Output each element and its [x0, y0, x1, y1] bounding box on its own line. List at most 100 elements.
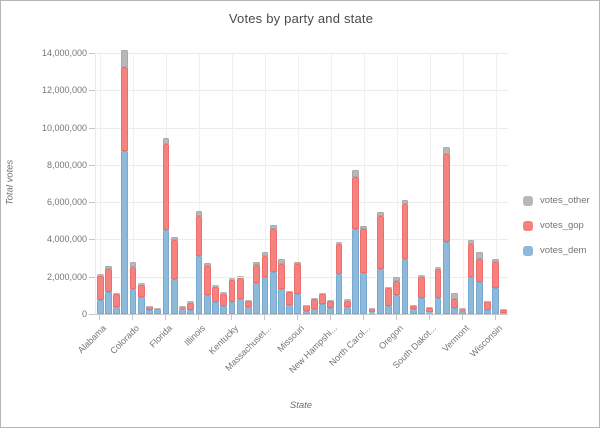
bar-segment-votes_other[interactable]: [104, 266, 112, 270]
bar-segment-votes_gop[interactable]: [434, 269, 442, 298]
bar-segment-votes_gop[interactable]: [352, 176, 359, 230]
bar-new-jersey[interactable]: [335, 241, 343, 314]
bar-segment-votes_dem[interactable]: [278, 288, 285, 314]
bar-illinois[interactable]: [195, 210, 203, 314]
bar-north-dakota[interactable]: [368, 307, 376, 314]
bar-wyoming[interactable]: [500, 309, 508, 314]
bar-segment-votes_dem[interactable]: [492, 288, 500, 314]
bar-segment-votes_dem[interactable]: [451, 308, 458, 314]
bar-segment-votes_gop[interactable]: [129, 266, 137, 290]
bar-segment-votes_dem[interactable]: [352, 229, 359, 314]
bar-nebraska[interactable]: [310, 298, 318, 314]
bar-alabama[interactable]: [96, 274, 104, 314]
bar-segment-votes_other[interactable]: [170, 237, 178, 241]
bar-segment-votes_dem[interactable]: [129, 289, 137, 314]
bar-mississippi[interactable]: [286, 291, 294, 314]
bar-segment-votes_gop[interactable]: [187, 302, 195, 311]
bar-tennessee[interactable]: [434, 267, 442, 314]
bar-washington[interactable]: [475, 252, 483, 314]
bar-segment-votes_other[interactable]: [434, 267, 442, 270]
bar-delaware[interactable]: [146, 305, 153, 314]
bar-segment-votes_gop[interactable]: [236, 277, 244, 300]
bar-segment-votes_other[interactable]: [343, 299, 351, 301]
bar-segment-votes_dem[interactable]: [335, 273, 343, 314]
bar-new-york[interactable]: [352, 170, 359, 314]
bar-segment-votes_gop[interactable]: [261, 256, 269, 277]
bar-segment-votes_dem[interactable]: [368, 312, 376, 314]
bar-segment-votes_gop[interactable]: [376, 216, 384, 270]
bar-segment-votes_dem[interactable]: [442, 241, 450, 314]
bar-segment-votes_dem[interactable]: [376, 269, 384, 314]
bar-segment-votes_gop[interactable]: [104, 269, 112, 293]
bar-segment-votes_other[interactable]: [492, 258, 500, 263]
bar-segment-votes_other[interactable]: [245, 300, 252, 302]
bar-california[interactable]: [121, 49, 129, 314]
bar-iowa[interactable]: [212, 284, 219, 314]
bar-segment-votes_other[interactable]: [113, 292, 120, 295]
bar-utah[interactable]: [451, 292, 458, 314]
bar-segment-votes_dem[interactable]: [179, 309, 186, 314]
bar-segment-votes_dem[interactable]: [302, 310, 310, 314]
bar-district-of-columbia[interactable]: [154, 307, 162, 314]
bar-minnesota[interactable]: [278, 259, 285, 314]
bar-segment-votes_gop[interactable]: [343, 300, 351, 307]
bar-segment-votes_other[interactable]: [442, 146, 450, 155]
bar-segment-votes_gop[interactable]: [426, 307, 434, 312]
bar-pennsylvania[interactable]: [401, 200, 409, 314]
bar-segment-votes_gop[interactable]: [335, 244, 343, 274]
bar-segment-votes_dem[interactable]: [393, 295, 401, 314]
bar-segment-votes_dem[interactable]: [426, 311, 434, 314]
bar-segment-votes_gop[interactable]: [500, 309, 508, 313]
bar-segment-votes_gop[interactable]: [418, 276, 425, 299]
bar-segment-votes_dem[interactable]: [401, 259, 409, 314]
bar-segment-votes_dem[interactable]: [228, 302, 236, 314]
bar-segment-votes_other[interactable]: [253, 262, 261, 266]
bar-segment-votes_other[interactable]: [294, 261, 302, 265]
bar-segment-votes_dem[interactable]: [212, 301, 219, 314]
bar-oregon[interactable]: [393, 276, 401, 314]
bar-segment-votes_dem[interactable]: [434, 297, 442, 314]
bar-ohio[interactable]: [376, 211, 384, 314]
bar-south-dakota[interactable]: [426, 306, 434, 314]
bar-segment-votes_other[interactable]: [327, 300, 335, 302]
bar-segment-votes_other[interactable]: [286, 291, 294, 292]
bar-segment-votes_other[interactable]: [146, 305, 153, 307]
bar-segment-votes_other[interactable]: [360, 225, 368, 230]
bar-segment-votes_gop[interactable]: [385, 288, 392, 307]
bar-segment-votes_dem[interactable]: [327, 307, 335, 314]
bar-segment-votes_dem[interactable]: [170, 279, 178, 314]
bar-segment-votes_gop[interactable]: [302, 305, 310, 311]
bar-segment-votes_other[interactable]: [426, 306, 434, 308]
bar-segment-votes_gop[interactable]: [278, 263, 285, 289]
bar-segment-votes_other[interactable]: [220, 291, 228, 294]
bar-segment-votes_other[interactable]: [451, 292, 458, 299]
bar-segment-votes_dem[interactable]: [286, 304, 294, 314]
bar-segment-votes_gop[interactable]: [162, 143, 170, 231]
bar-segment-votes_gop[interactable]: [245, 301, 252, 308]
bar-segment-votes_gop[interactable]: [228, 279, 236, 303]
bar-segment-votes_gop[interactable]: [492, 262, 500, 289]
bar-segment-votes_other[interactable]: [368, 307, 376, 309]
bar-segment-votes_dem[interactable]: [500, 312, 508, 314]
bar-nevada[interactable]: [319, 293, 326, 314]
bar-indiana[interactable]: [203, 263, 211, 314]
bar-segment-votes_other[interactable]: [335, 241, 343, 245]
bar-segment-votes_other[interactable]: [385, 286, 392, 289]
bar-oklahoma[interactable]: [385, 286, 392, 314]
bar-segment-votes_dem[interactable]: [96, 300, 104, 314]
bar-west-virginia[interactable]: [484, 300, 491, 314]
bar-segment-votes_gop[interactable]: [286, 291, 294, 305]
bar-segment-votes_dem[interactable]: [319, 303, 326, 314]
bar-segment-votes_dem[interactable]: [310, 308, 318, 314]
bar-segment-votes_gop[interactable]: [475, 258, 483, 282]
bar-north-carolina[interactable]: [360, 225, 368, 314]
bar-segment-votes_dem[interactable]: [484, 310, 491, 314]
bar-segment-votes_other[interactable]: [269, 224, 277, 230]
bar-segment-votes_other[interactable]: [352, 170, 359, 177]
bar-segment-votes_dem[interactable]: [137, 297, 145, 314]
legend-item-votes_other[interactable]: votes_other: [523, 195, 590, 206]
bar-arizona[interactable]: [104, 266, 112, 314]
bar-segment-votes_dem[interactable]: [269, 271, 277, 314]
bar-segment-votes_gop[interactable]: [146, 306, 153, 310]
bar-segment-votes_other[interactable]: [278, 259, 285, 264]
